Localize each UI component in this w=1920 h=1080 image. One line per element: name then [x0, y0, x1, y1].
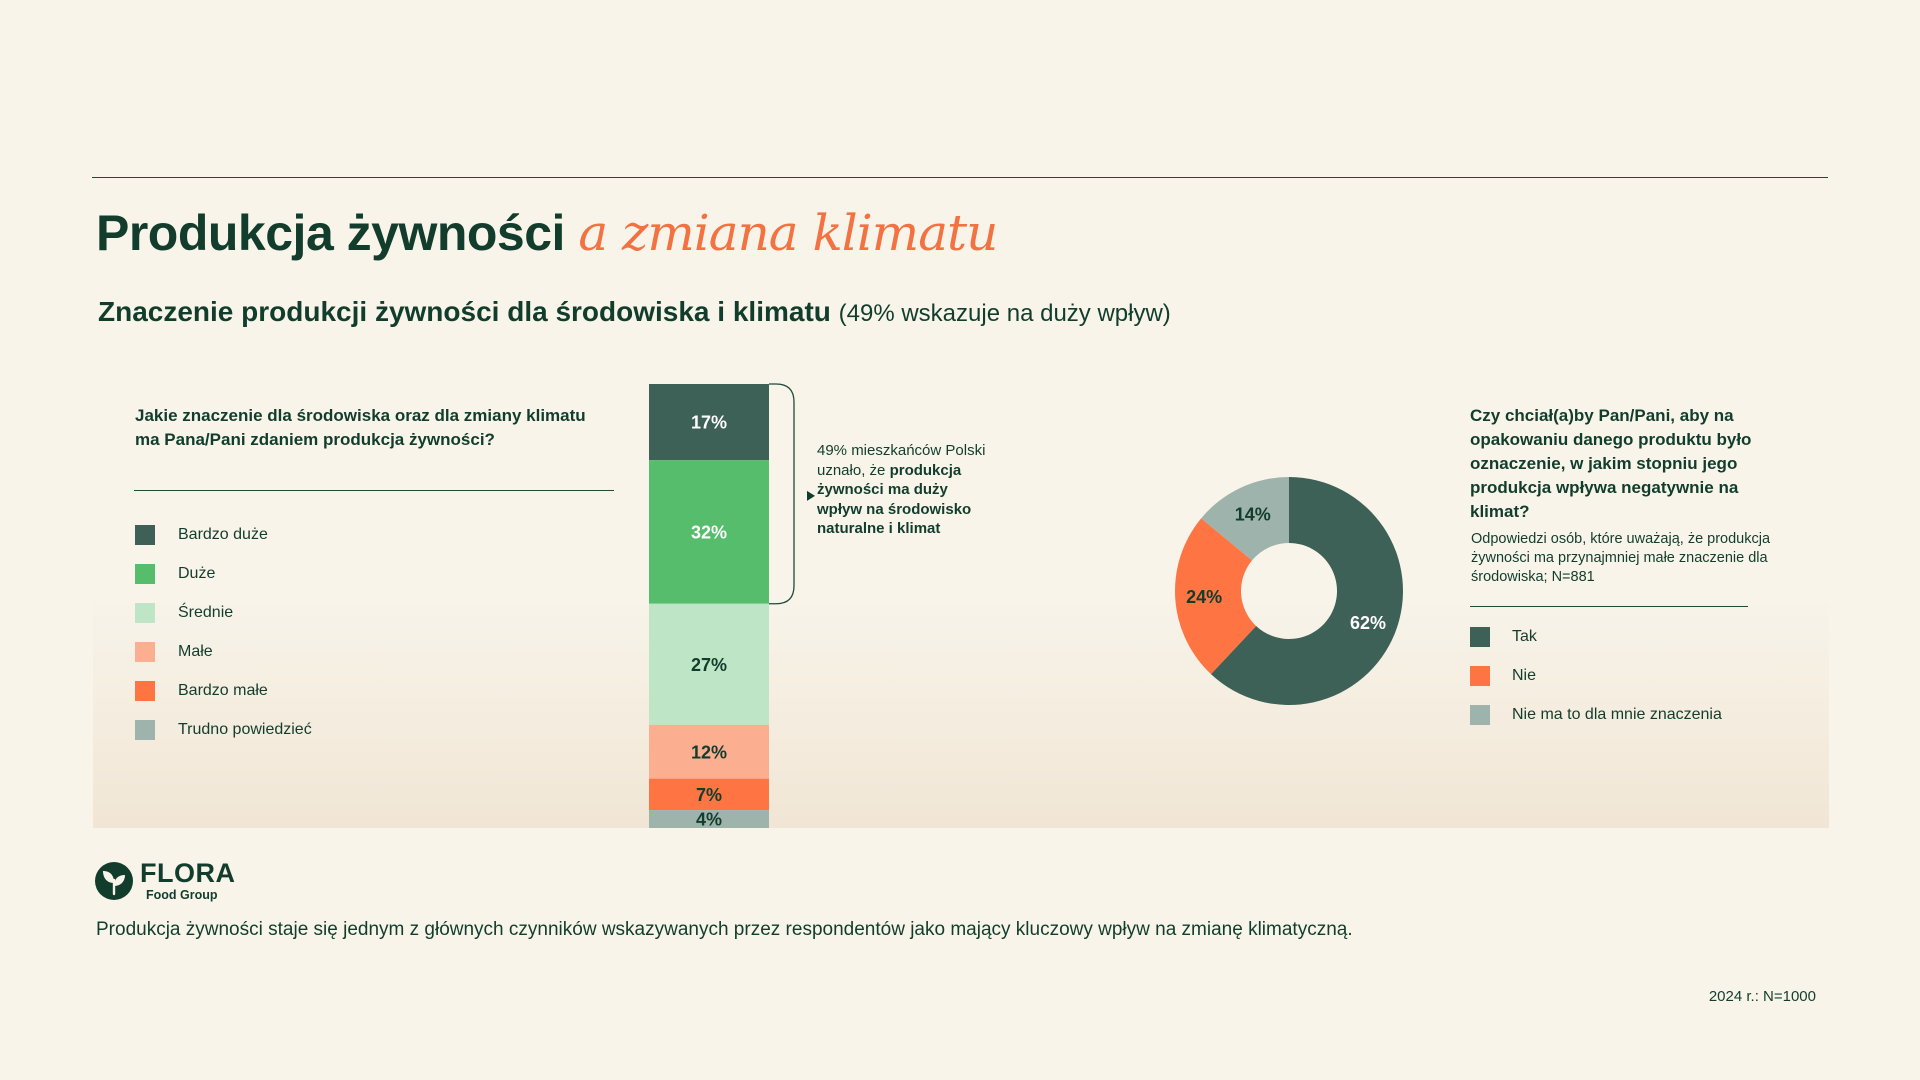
bar-label-srednie: 27%	[691, 655, 727, 675]
bar-legend-item-srednie: Średnie	[135, 593, 312, 632]
bar-legend-item-bardzo-male: Bardzo małe	[135, 671, 312, 710]
left-question-divider	[134, 490, 614, 491]
subtitle-note: (49% wskazuje na duży wpływ)	[838, 300, 1171, 327]
donut-chart: 62% 24% 14%	[1175, 477, 1404, 705]
legend-swatch	[1470, 665, 1490, 686]
legend-label: Duże	[178, 564, 216, 582]
subtitle-main: Znaczenie produkcji żywności dla środowi…	[98, 296, 831, 327]
bracket-arrow	[807, 490, 815, 501]
bar-segment-bardzo-duze	[649, 384, 769, 461]
bar-legend-item-male: Małe	[135, 632, 312, 671]
bar-segment-trudno-powiedziec	[649, 810, 769, 828]
legend-label: Nie ma to dla mnie znaczenia	[1512, 705, 1722, 723]
chart-panel	[93, 360, 1829, 828]
donut-label-nie: 24%	[1186, 587, 1222, 607]
donut-label-tak: 62%	[1350, 613, 1386, 633]
left-question: Jakie znaczenie dla środowiska oraz dla …	[135, 406, 586, 449]
leaf-logo-icon	[95, 861, 133, 900]
title-main: Produkcja żywności	[96, 205, 565, 261]
bar-label-trudno-powiedziec: 4%	[696, 810, 722, 830]
legend-swatch	[1470, 626, 1490, 647]
bar-label-bardzo-male: 7%	[696, 785, 722, 805]
right-question: Czy chciał(a)by Pan/Pani, aby na opakowa…	[1470, 406, 1752, 521]
page-title: Produkcja żywności a zmiana klimatu	[96, 204, 998, 262]
bar-label-bardzo-duze: 17%	[691, 413, 727, 433]
legend-label: Bardzo małe	[178, 681, 268, 699]
legend-label: Trudno powiedzieć	[178, 720, 312, 738]
donut-legend-item-nie-ma-to-dla-mnie-znaczenia: Nie ma to dla mnie znaczenia	[1470, 695, 1722, 734]
sample-size: 2024 r.: N=1000	[1708, 988, 1816, 1005]
bar-segment-srednie	[649, 603, 769, 725]
donut-label-nie-ma-to-dla-mnie-znaczenia: 14%	[1235, 505, 1271, 525]
legend-label: Nie	[1512, 666, 1537, 684]
bracket-note-bold: produkcja żywności ma duży wpływ na środ…	[817, 461, 972, 538]
legend-swatch	[135, 680, 155, 701]
legend-swatch	[135, 602, 155, 623]
title-accent: a zmiana klimatu	[578, 204, 998, 262]
page-subtitle: Znaczenie produkcji żywności dla środowi…	[98, 296, 1171, 328]
bracket-note: 49% mieszkańców Polski uznało, że produk…	[817, 441, 997, 539]
bar-legend-item-trudno-powiedziec: Trudno powiedzieć	[135, 710, 312, 749]
legend-label: Tak	[1512, 627, 1537, 645]
legend-label: Średnie	[178, 603, 234, 621]
bar-label-male: 12%	[691, 742, 727, 762]
donut-legend-item-tak: Tak	[1470, 617, 1722, 656]
donut-slice-nie-ma-to-dla-mnie-znaczenia	[1201, 477, 1289, 561]
donut-slice-nie	[1175, 518, 1257, 675]
footer-summary: Produkcja żywności staje się jednym z gł…	[96, 919, 1353, 940]
legend-swatch	[135, 641, 155, 662]
legend-swatch	[135, 563, 155, 584]
logo-name: FLORA	[140, 858, 236, 888]
bar-label-duze: 32%	[691, 523, 727, 543]
bar-segment-duze	[649, 460, 769, 604]
top-divider	[92, 177, 1828, 178]
legend-label: Bardzo duże	[178, 525, 268, 543]
stacked-bar: 17% 32% 27% 12% 7% 4%	[649, 384, 769, 830]
left-legend: Bardzo duże Duże Średnie Małe Bardzo małe Tru…	[135, 515, 312, 749]
bar-segment-bardzo-male	[649, 778, 769, 811]
right-question-divider	[1470, 606, 1748, 607]
donut-legend-item-nie: Nie	[1470, 656, 1722, 695]
bar-legend-item-duze: Duże	[135, 554, 312, 593]
logo-subtitle: Food Group	[146, 888, 218, 902]
bracket-line	[769, 383, 795, 605]
legend-swatch	[135, 719, 155, 740]
bar-segment-male	[649, 724, 769, 779]
legend-swatch	[1470, 704, 1490, 725]
right-question-subtext: Odpowiedzi osób, które uważają, że produ…	[1471, 531, 1771, 585]
flora-logo: FLORA Food Group	[94, 860, 235, 902]
legend-swatch	[135, 524, 155, 545]
right-legend: Tak Nie Nie ma to dla mnie znaczenia	[1470, 617, 1722, 734]
donut-slice-tak	[1210, 477, 1404, 705]
legend-label: Małe	[178, 642, 213, 660]
bar-legend-item-bardzo-duze: Bardzo duże	[135, 515, 312, 554]
bracket-note-plain: 49% mieszkańców Polski uznało, że	[817, 442, 986, 479]
